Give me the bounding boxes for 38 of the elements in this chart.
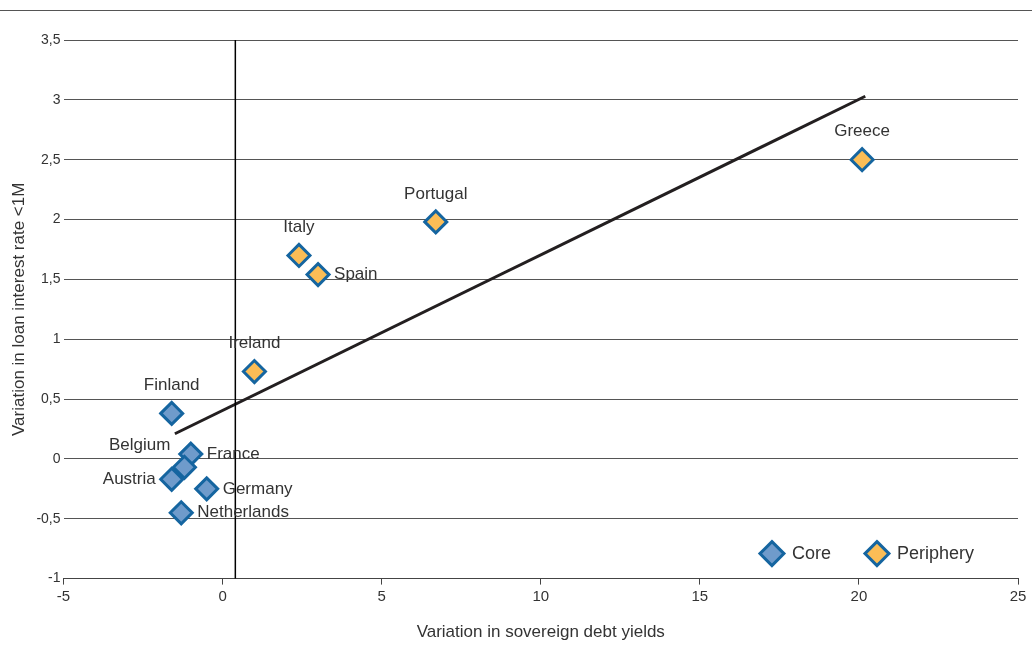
x-tick-label: 0: [218, 586, 227, 604]
x-tick-label: 10: [532, 586, 550, 604]
x-tick-label: 15: [691, 586, 709, 604]
y-tick-label: 1,5: [41, 270, 61, 287]
legend-label: Core: [791, 542, 831, 563]
annotation: Austria: [102, 468, 157, 488]
y-tick-label: 3,5: [41, 30, 61, 47]
annotation: Italy: [283, 217, 316, 237]
y-tick-label: 0: [52, 449, 61, 466]
x-tick-label: -5: [56, 586, 71, 604]
point: [241, 359, 267, 385]
y-tick-label: -0,5: [36, 509, 61, 526]
point: [171, 454, 197, 480]
x-axis-title: Variation in sovereign debt yields: [416, 622, 665, 642]
annotation: Greece: [834, 121, 890, 141]
point: [168, 500, 194, 526]
annotation: Belgium: [109, 434, 171, 454]
y-tick-label: 3: [52, 90, 61, 107]
point: [305, 262, 331, 288]
point: [849, 147, 875, 173]
annotation: Finland: [143, 375, 200, 395]
point: [194, 476, 220, 502]
x-tick-label: 5: [377, 586, 386, 604]
y-tick-label: -1: [48, 569, 61, 586]
legend-label: Periphery: [896, 542, 975, 563]
y-axis-title: Variation in loan interest rate <1M: [8, 182, 28, 436]
x-tick-label: 25: [1009, 586, 1027, 604]
y-tick-label: 2: [52, 210, 61, 227]
point: [423, 209, 449, 235]
point: [159, 400, 185, 426]
annotation: Portugal: [404, 183, 468, 203]
annotation: Spain: [334, 264, 378, 284]
y-tick-label: 0,5: [41, 389, 61, 406]
point: [159, 466, 185, 492]
x-tick-label: 20: [850, 586, 868, 604]
y-tick-label: 1: [52, 330, 61, 347]
y-tick-label: 2,5: [41, 150, 61, 167]
point: [286, 242, 312, 268]
